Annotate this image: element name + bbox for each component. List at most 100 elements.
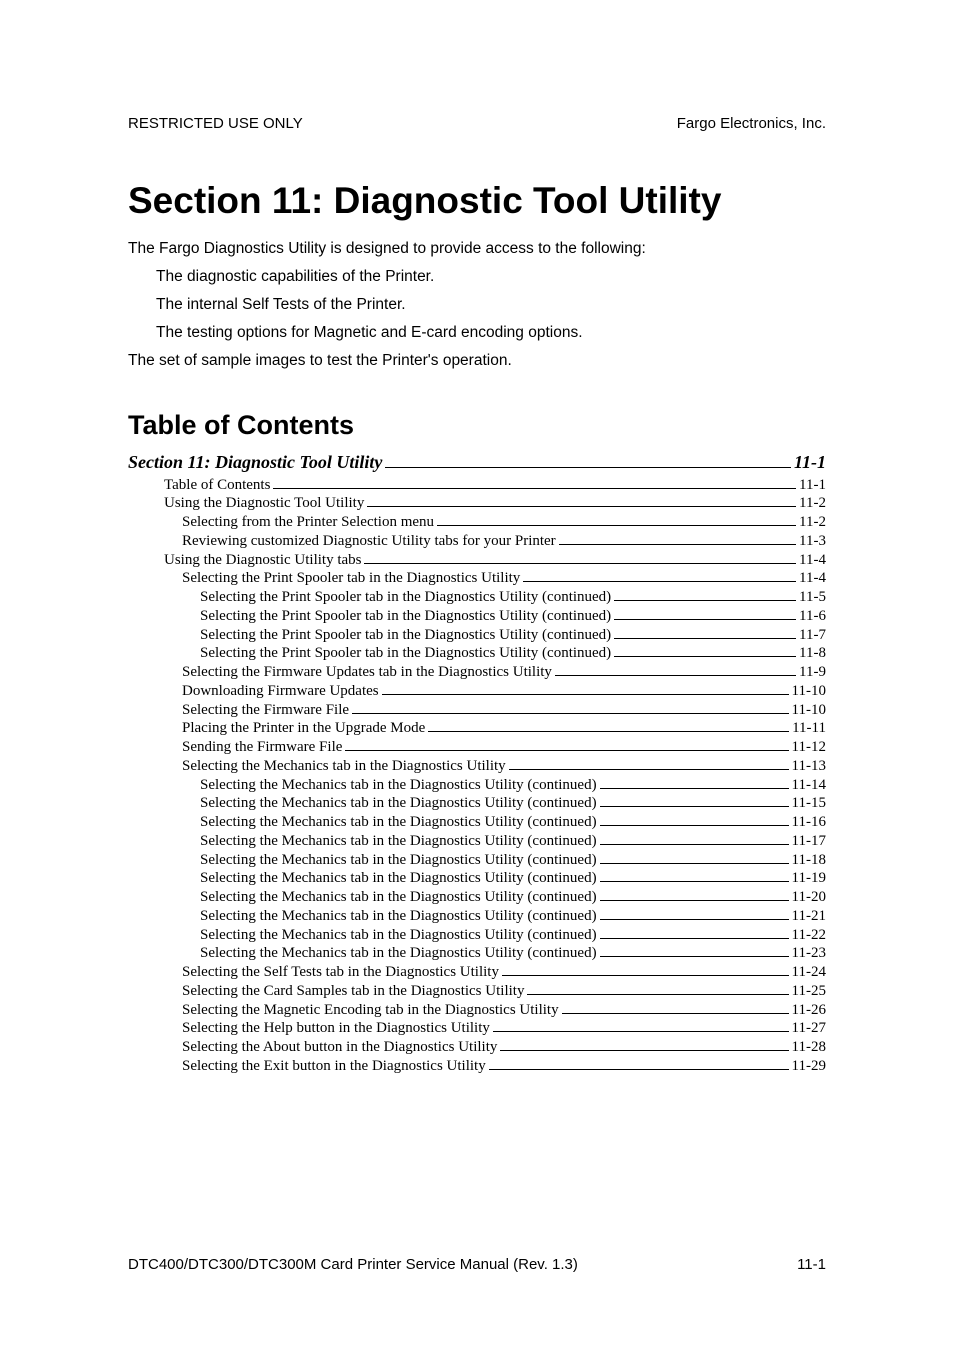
toc-entry-page: 11-6: [799, 607, 826, 626]
toc-leader: [600, 881, 789, 882]
toc-entry-label: Selecting the Mechanics tab in the Diagn…: [182, 757, 506, 776]
page-footer: DTC400/DTC300/DTC300M Card Printer Servi…: [128, 1256, 826, 1273]
toc-entry: Selecting the Self Tests tab in the Diag…: [128, 963, 826, 982]
toc-leader: [600, 806, 789, 807]
toc-entry: Sending the Firmware File 11-12: [128, 738, 826, 757]
toc-entry-page: 11-23: [792, 944, 826, 963]
toc-entry-label: Selecting the Mechanics tab in the Diagn…: [200, 926, 597, 945]
toc-entry-label: Selecting the Mechanics tab in the Diagn…: [200, 813, 597, 832]
toc-leader: [600, 825, 789, 826]
toc-entry-page: 11-20: [792, 888, 826, 907]
toc-entry-label: Selecting the Firmware File: [182, 701, 349, 720]
toc-leader: [600, 938, 789, 939]
toc-entry-label: Selecting the Mechanics tab in the Diagn…: [200, 944, 597, 963]
toc-entry: Selecting the About button in the Diagno…: [128, 1038, 826, 1057]
toc-heading: Table of Contents: [128, 410, 826, 441]
toc-entry-label: Selecting the Mechanics tab in the Diagn…: [200, 851, 597, 870]
toc-entry-label: Sending the Firmware File: [182, 738, 342, 757]
toc-entry-label: Selecting the Mechanics tab in the Diagn…: [200, 832, 597, 851]
toc-entry-label: Selecting the Print Spooler tab in the D…: [200, 607, 611, 626]
toc-leader: [600, 844, 789, 845]
toc-entry: Selecting the Card Samples tab in the Di…: [128, 982, 826, 1001]
toc-entry: Using the Diagnostic Tool Utility 11-2: [128, 494, 826, 513]
toc-entry-page: 11-19: [792, 869, 826, 888]
toc-entry-label: Selecting the Firmware Updates tab in th…: [182, 663, 552, 682]
toc-entry-page: 11-5: [799, 588, 826, 607]
toc-entry: Downloading Firmware Updates 11-10: [128, 682, 826, 701]
toc-leader: [600, 863, 789, 864]
header-left: RESTRICTED USE ONLY: [128, 115, 303, 132]
toc-leader: [428, 731, 789, 732]
bullet-item: The internal Self Tests of the Printer.: [156, 296, 826, 314]
toc-leader: [367, 506, 796, 507]
closing-text: The set of sample images to test the Pri…: [128, 352, 826, 370]
toc-entry-page: 11-8: [799, 644, 826, 663]
toc-leader: [502, 975, 789, 976]
toc-entry: Selecting the Mechanics tab in the Diagn…: [128, 944, 826, 963]
toc-entry-page: 11-7: [799, 626, 826, 645]
toc-entry: Selecting the Print Spooler tab in the D…: [128, 569, 826, 588]
toc-leader: [385, 467, 791, 468]
toc-entry: Selecting the Mechanics tab in the Diagn…: [128, 869, 826, 888]
toc-leader: [273, 488, 796, 489]
toc-entry: Selecting the Print Spooler tab in the D…: [128, 607, 826, 626]
toc-entry-page: 11-10: [792, 701, 826, 720]
toc-leader: [527, 994, 788, 995]
toc-leader: [493, 1031, 789, 1032]
toc-leader: [437, 525, 796, 526]
toc-entry-page: 11-15: [792, 794, 826, 813]
toc-leader: [523, 581, 796, 582]
toc-leader: [509, 769, 789, 770]
toc-entry: Selecting the Mechanics tab in the Diagn…: [128, 794, 826, 813]
toc-entry-label: Selecting the Mechanics tab in the Diagn…: [200, 888, 597, 907]
toc-entry-label: Selecting the Mechanics tab in the Diagn…: [200, 776, 597, 795]
toc-entry: Selecting the Help button in the Diagnos…: [128, 1019, 826, 1038]
toc-entry: Selecting the Mechanics tab in the Diagn…: [128, 907, 826, 926]
toc-leader: [489, 1069, 789, 1070]
toc-entry: Selecting the Magnetic Encoding tab in t…: [128, 1001, 826, 1020]
toc-entry-page: 11-12: [792, 738, 826, 757]
toc-entries: Table of Contents 11-1Using the Diagnost…: [128, 476, 826, 1076]
toc-entry: Selecting the Firmware Updates tab in th…: [128, 663, 826, 682]
toc-entry: Selecting the Mechanics tab in the Diagn…: [128, 813, 826, 832]
toc-entry: Selecting the Print Spooler tab in the D…: [128, 644, 826, 663]
toc-entry-page: 11-2: [799, 513, 826, 532]
toc-entry: Selecting the Mechanics tab in the Diagn…: [128, 832, 826, 851]
toc-entry-label: Selecting the Print Spooler tab in the D…: [182, 569, 520, 588]
toc-entry-label: Selecting the Self Tests tab in the Diag…: [182, 963, 499, 982]
toc-entry: Selecting the Print Spooler tab in the D…: [128, 588, 826, 607]
toc-entry-page: 11-4: [799, 569, 826, 588]
toc-leader: [600, 956, 789, 957]
toc-leader: [559, 544, 796, 545]
toc-entry-page: 11-3: [799, 532, 826, 551]
intro-text: The Fargo Diagnostics Utility is designe…: [128, 240, 826, 258]
toc-entry: Selecting the Mechanics tab in the Diagn…: [128, 776, 826, 795]
toc-entry-page: 11-26: [792, 1001, 826, 1020]
toc-entry-page: 11-17: [792, 832, 826, 851]
toc-leader: [614, 619, 796, 620]
toc-entry-label: Selecting the Mechanics tab in the Diagn…: [200, 794, 597, 813]
toc-entry-label: Selecting the Card Samples tab in the Di…: [182, 982, 524, 1001]
footer-left: DTC400/DTC300/DTC300M Card Printer Servi…: [128, 1256, 578, 1273]
toc-entry: Selecting the Firmware File 11-10: [128, 701, 826, 720]
toc-entry: Selecting the Print Spooler tab in the D…: [128, 626, 826, 645]
toc-leader: [614, 656, 796, 657]
toc-entry-page: 11-18: [792, 851, 826, 870]
toc-entry: Reviewing customized Diagnostic Utility …: [128, 532, 826, 551]
toc-entry-page: 11-16: [792, 813, 826, 832]
toc-entry-label: Using the Diagnostic Utility tabs: [164, 551, 361, 570]
document-page: RESTRICTED USE ONLY Fargo Electronics, I…: [0, 0, 954, 1351]
toc-entry: Table of Contents 11-1: [128, 476, 826, 495]
toc-leader: [382, 694, 789, 695]
toc-entry-page: 11-21: [792, 907, 826, 926]
toc-entry-label: Selecting the Mechanics tab in the Diagn…: [200, 869, 597, 888]
toc-entry-page: 11-9: [799, 663, 826, 682]
toc-entry-label: Selecting the Print Spooler tab in the D…: [200, 644, 611, 663]
toc-entry-label: Selecting the Print Spooler tab in the D…: [200, 626, 611, 645]
footer-right: 11-1: [797, 1256, 826, 1273]
header-right: Fargo Electronics, Inc.: [677, 115, 826, 132]
toc-section-row: Section 11: Diagnostic Tool Utility 11-1: [128, 451, 826, 474]
toc-leader: [600, 788, 789, 789]
toc-leader: [555, 675, 796, 676]
toc-entry-page: 11-29: [792, 1057, 826, 1076]
